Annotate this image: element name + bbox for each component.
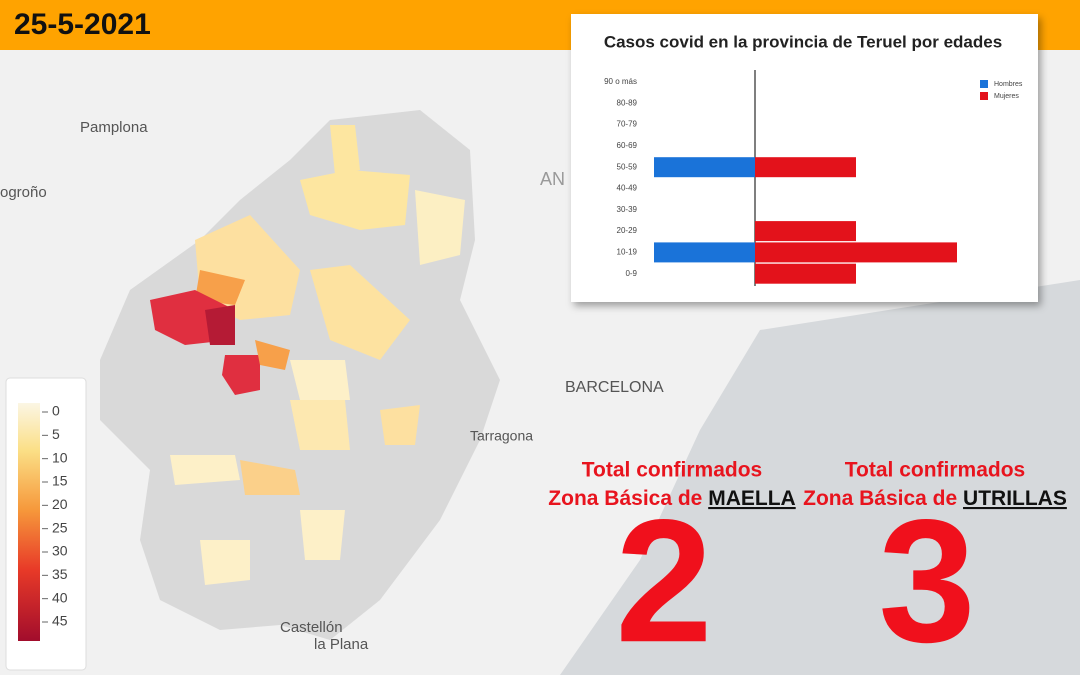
place-label: Tarragona (470, 428, 533, 444)
total-value: 2 (615, 484, 712, 675)
colorbar-label: 0 (52, 403, 60, 419)
chart-title: Casos covid en la provincia de Teruel po… (604, 32, 1002, 51)
legend-swatch (980, 92, 988, 100)
bar (755, 157, 856, 178)
sea (560, 280, 1080, 675)
zone-line: Zona Básica de UTRILLAS (803, 487, 1067, 510)
y-tick-label: 60-69 (617, 141, 638, 150)
place-label: la Plana (314, 636, 369, 653)
colorbar-label: 25 (52, 519, 68, 535)
zone-name: MAELLA (708, 487, 796, 510)
place-label: Castellón (280, 619, 343, 636)
place-label: ogroño (0, 184, 47, 201)
colorbar-label: 35 (52, 566, 68, 582)
legend-label: Mujeres (994, 93, 1019, 100)
colorbar-label: 10 (52, 449, 68, 465)
zone-prefix: Zona Básica de (548, 487, 702, 510)
place-label: AN (540, 169, 565, 189)
place-label: BARCELONA (565, 379, 664, 396)
colorbar-label: 30 (52, 543, 68, 559)
zone-line: Zona Básica de MAELLA (548, 487, 795, 510)
y-tick-label: 50-59 (617, 162, 638, 171)
colorbar-label: 40 (52, 589, 68, 605)
zone-name: UTRILLAS (963, 487, 1067, 510)
y-tick-label: 40-49 (617, 184, 638, 193)
place-label: Pamplona (80, 119, 148, 136)
colorbar (18, 403, 40, 641)
legend-swatch (980, 80, 988, 88)
y-tick-label: 30-39 (617, 205, 638, 214)
date: 25-5-2021 (14, 8, 151, 41)
bar (654, 242, 755, 263)
colorbar-label: 15 (52, 473, 68, 489)
y-tick-label: 0-9 (625, 269, 637, 278)
bar (755, 242, 957, 263)
y-tick-label: 90 o más (604, 77, 637, 86)
total-heading: Total confirmados (582, 459, 762, 482)
colorbar-label: 5 (52, 426, 60, 442)
zones (150, 125, 465, 585)
y-tick-label: 10-19 (617, 248, 638, 257)
colorbar-label: 20 (52, 496, 68, 512)
y-tick-label: 70-79 (617, 120, 638, 129)
bar (755, 221, 856, 242)
y-tick-label: 80-89 (617, 98, 638, 107)
bar (654, 157, 755, 178)
colorbar-label: 45 (52, 613, 68, 629)
zone-prefix: Zona Básica de (803, 487, 957, 510)
bar (755, 263, 856, 284)
total-value: 3 (878, 484, 975, 675)
total-heading: Total confirmados (845, 459, 1025, 482)
legend-label: Hombres (994, 81, 1023, 88)
y-tick-label: 20-29 (617, 226, 638, 235)
